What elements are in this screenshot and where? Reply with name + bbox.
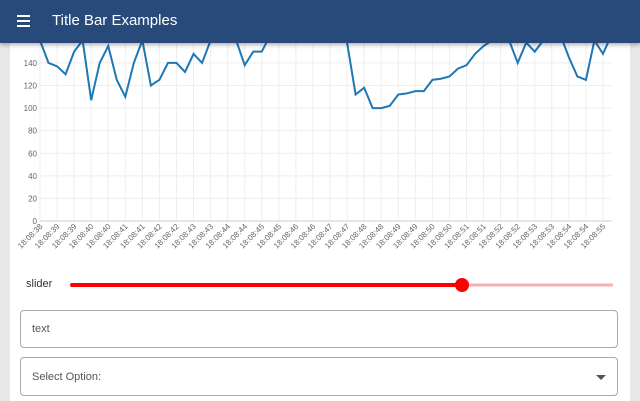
slider-thumb[interactable] [455, 278, 469, 292]
y-tick-label: 60 [28, 149, 37, 158]
y-tick-label: 40 [28, 172, 37, 181]
app-title: Title Bar Examples [52, 12, 178, 29]
y-tick-label: 100 [24, 104, 38, 113]
chart: 02040608010012014018:08:3818:08:3918:08:… [16, 33, 613, 251]
slider-label: slider [26, 278, 53, 290]
y-tick-label: 20 [28, 194, 37, 203]
y-tick-label: 0 [33, 217, 38, 226]
menu-button[interactable] [15, 12, 35, 32]
slider[interactable] [0, 275, 640, 295]
select[interactable]: Select Option: [20, 357, 618, 396]
y-tick-label: 80 [28, 127, 37, 136]
y-tick-label: 120 [24, 82, 38, 91]
select-label: Select Option: [32, 371, 102, 383]
text-field[interactable]: text [20, 310, 618, 348]
placeholder: text [32, 323, 50, 335]
dropdown-arrow [596, 375, 606, 380]
y-tick-label: 140 [24, 59, 38, 68]
app-bar: Title Bar Examples [0, 0, 640, 43]
